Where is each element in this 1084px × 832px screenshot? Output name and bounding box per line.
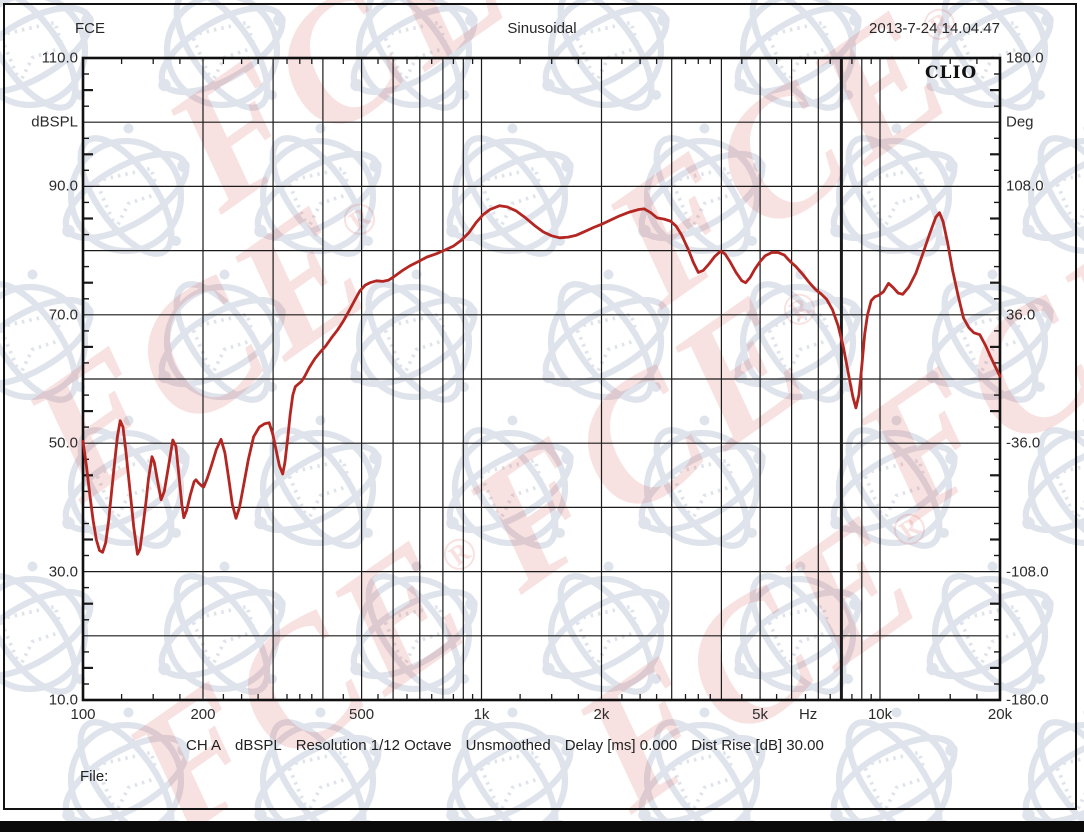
atom-logo-watermark bbox=[926, 269, 1054, 403]
status-item: dBSPL bbox=[235, 737, 282, 754]
bottom-black-bar bbox=[0, 821, 1084, 832]
phase-axis-tick-label: 180.0 bbox=[1006, 49, 1044, 67]
x-axis-tick-label: 10k bbox=[867, 706, 893, 723]
atom-logo-watermark bbox=[254, 123, 382, 257]
atom-logo-watermark bbox=[926, 561, 1054, 695]
atom-logo-watermark bbox=[542, 0, 670, 111]
status-item: Unsmoothed bbox=[465, 737, 551, 754]
atom-logo-watermark bbox=[254, 415, 382, 549]
y-axis-tick-label: 30.0 bbox=[48, 563, 78, 581]
status-item: Resolution 1/12 Octave bbox=[295, 737, 452, 754]
phase-axis-tick-label: 108.0 bbox=[1006, 177, 1044, 195]
x-axis-tick-label: 500 bbox=[349, 706, 375, 723]
x-axis-tick-label: 1k bbox=[473, 706, 490, 723]
atom-logo-watermark bbox=[62, 707, 190, 832]
phase-axis-tick-label: -36.0 bbox=[1006, 434, 1041, 452]
y-axis-tick-label: 110.0 bbox=[41, 49, 78, 67]
status-item: Delay [ms] 0.000 bbox=[564, 737, 678, 754]
phase-axis-tick-label: -180.0 bbox=[1006, 691, 1049, 709]
x-axis-tick-label: 200 bbox=[190, 706, 216, 723]
atom-logo-watermark bbox=[734, 269, 862, 403]
measurement-type-title: Sinusoidal bbox=[507, 20, 577, 37]
atom-logo-watermark bbox=[638, 707, 766, 832]
atom-logo-watermark bbox=[542, 561, 670, 695]
atom-logo-watermark bbox=[350, 561, 478, 695]
atom-logo-watermark bbox=[62, 123, 190, 257]
measurement-status-bar: CH A dBSPL Resolution 1/12 Octave Unsmoothe… bbox=[186, 737, 824, 754]
atom-logo-watermark bbox=[542, 269, 670, 403]
atom-logo-watermark bbox=[734, 561, 862, 695]
atom-logo-watermark bbox=[158, 0, 286, 111]
header-company-label: FCE bbox=[75, 20, 105, 37]
atom-logo-watermark bbox=[1022, 126, 1084, 257]
atom-logo-watermark bbox=[734, 0, 862, 111]
x-axis-tick-label: 5k bbox=[752, 706, 768, 723]
atom-logo-watermark bbox=[446, 415, 574, 549]
y-axis-unit-dbspl: dBSPL bbox=[31, 113, 78, 131]
status-item: CH A bbox=[186, 737, 222, 754]
y-axis-tick-label: 90.0 bbox=[48, 177, 78, 195]
atom-logo-watermark bbox=[158, 561, 286, 695]
atom-logo-watermark bbox=[0, 269, 94, 403]
phase-axis-tick-label: 36.0 bbox=[1006, 306, 1036, 324]
header-timestamp: 2013-7-24 14.04.47 bbox=[869, 20, 1000, 37]
phase-axis-unit-deg: Deg bbox=[1006, 113, 1034, 131]
x-axis-tick-label: 100 bbox=[70, 706, 96, 723]
phase-axis-tick-label: -108.0 bbox=[1006, 563, 1049, 581]
atom-logo-watermark bbox=[926, 0, 1054, 111]
file-label: File: bbox=[80, 768, 109, 785]
status-item: Dist Rise [dB] 30.00 bbox=[691, 737, 824, 754]
y-axis-tick-label: 70.0 bbox=[48, 306, 78, 324]
y-axis-tick-label: 50.0 bbox=[48, 434, 78, 452]
x-axis-tick-label: 20k bbox=[987, 706, 1013, 723]
atom-logo-watermark bbox=[1022, 710, 1084, 832]
atom-logo-watermark bbox=[446, 707, 574, 832]
response-curve bbox=[81, 204, 1002, 556]
atom-logo-watermark bbox=[350, 0, 478, 111]
plot-border bbox=[81, 56, 1002, 702]
y-axis-tick-label: 10.0 bbox=[48, 691, 78, 709]
clio-logo: CLIO bbox=[925, 63, 978, 83]
x-axis-unit-hz: Hz bbox=[798, 706, 818, 723]
x-axis-tick-label: 2k bbox=[593, 706, 610, 723]
